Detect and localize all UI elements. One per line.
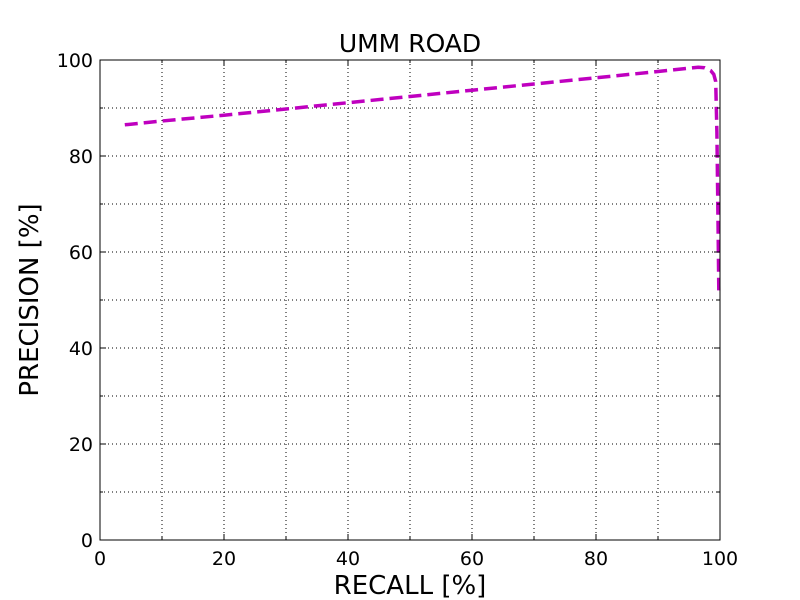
x-tick-label-100: 100 xyxy=(702,548,738,570)
grid-layer xyxy=(100,60,720,540)
y-axis-label: PRECISION [%] xyxy=(15,203,45,396)
y-tick-label-80: 80 xyxy=(69,146,93,168)
y-tick-label-0: 0 xyxy=(81,530,93,552)
y-tick-label-100: 100 xyxy=(57,50,93,72)
minor-tick-layer xyxy=(100,60,720,540)
y-tick-label-20: 20 xyxy=(69,434,93,456)
series-line-0 xyxy=(124,65,721,291)
x-tick-label-60: 60 xyxy=(460,548,484,570)
plot-frame xyxy=(99,59,721,541)
y-tick-label-40: 40 xyxy=(69,338,93,360)
x-tick-label-80: 80 xyxy=(584,548,608,570)
x-tick-label-0: 0 xyxy=(94,548,106,570)
x-axis-label: RECALL [%] xyxy=(334,571,487,600)
series-layer xyxy=(124,65,721,291)
y-tick-label-60: 60 xyxy=(69,242,93,264)
x-tick-label-40: 40 xyxy=(336,548,360,570)
x-tick-label-20: 20 xyxy=(212,548,236,570)
tick-layer: 0 20 40 60 80 100 0 20 40 60 80 100 xyxy=(57,50,738,570)
chart-title: UMM ROAD xyxy=(339,29,481,58)
